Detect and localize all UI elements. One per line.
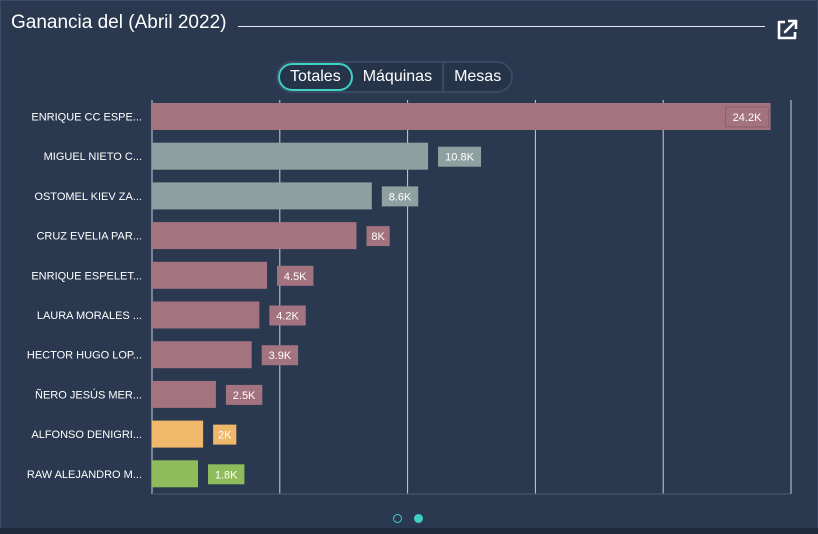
category-label: ÑERO JESÚS MER... <box>35 388 142 401</box>
data-label: 4.5K <box>284 271 307 283</box>
data-label: 2.5K <box>233 390 256 402</box>
category-label: ALFONSO DENIGRI... <box>31 429 142 441</box>
data-label-box <box>208 464 245 485</box>
data-label: 8K <box>371 231 385 243</box>
bar <box>152 103 771 130</box>
data-label-box <box>725 106 770 128</box>
data-label-box <box>213 424 237 445</box>
data-label: 1.8K <box>215 469 238 481</box>
external-link-icon[interactable] <box>775 18 799 42</box>
data-label-box <box>381 186 419 207</box>
pager-dot-2[interactable] <box>414 514 423 523</box>
bar <box>152 301 260 329</box>
tab-mesas[interactable]: Mesas <box>454 68 502 85</box>
category-label: HECTOR HUGO LOP... <box>27 350 142 362</box>
data-label: 8.6K <box>389 191 412 203</box>
data-label: 24.2K <box>733 112 762 124</box>
bar-chart: ENRIQUE CC ESPE... 24.2K MIGUEL NIETO C...… <box>27 100 792 495</box>
chart-title: Ganancia del (Abril 2022) <box>11 12 227 33</box>
data-label: 10.8K <box>445 152 474 164</box>
pager-dot-1[interactable] <box>393 514 402 523</box>
data-label: 4.2K <box>276 311 299 323</box>
tab-totales[interactable]: Totales <box>278 63 353 91</box>
category-label: OSTOMEL KIEV ZA... <box>34 191 142 203</box>
category-label: ENRIQUE CC ESPE... <box>31 112 142 124</box>
panel-bottom-band <box>0 528 818 534</box>
pager-dots <box>393 514 423 523</box>
data-label: 2K <box>218 430 232 442</box>
bar <box>152 341 252 369</box>
category-label: MIGUEL NIETO C... <box>44 151 142 163</box>
data-label-box <box>277 265 314 286</box>
category-label: RAW ALEJANDRO M... <box>27 469 142 481</box>
data-label: 3.9K <box>269 350 292 362</box>
bar <box>152 261 268 289</box>
bar <box>152 142 429 170</box>
bar <box>152 222 357 250</box>
bar <box>152 380 216 408</box>
data-label-box <box>225 384 263 405</box>
data-label-box <box>261 345 299 366</box>
title-rule <box>238 26 765 27</box>
bar <box>152 460 199 488</box>
category-label: LAURA MORALES ... <box>37 310 142 322</box>
data-label-box <box>269 305 306 326</box>
bar <box>152 420 204 448</box>
category-label: ENRIQUE ESPELET... <box>31 270 142 282</box>
data-label-box <box>366 226 390 247</box>
tab-maquinas[interactable]: Máquinas <box>353 63 445 91</box>
category-label: CRUZ EVELIA PAR... <box>36 231 142 243</box>
bar <box>152 182 372 210</box>
view-tabs: Totales Máquinas Mesas <box>276 61 514 93</box>
data-label-box <box>438 146 482 167</box>
